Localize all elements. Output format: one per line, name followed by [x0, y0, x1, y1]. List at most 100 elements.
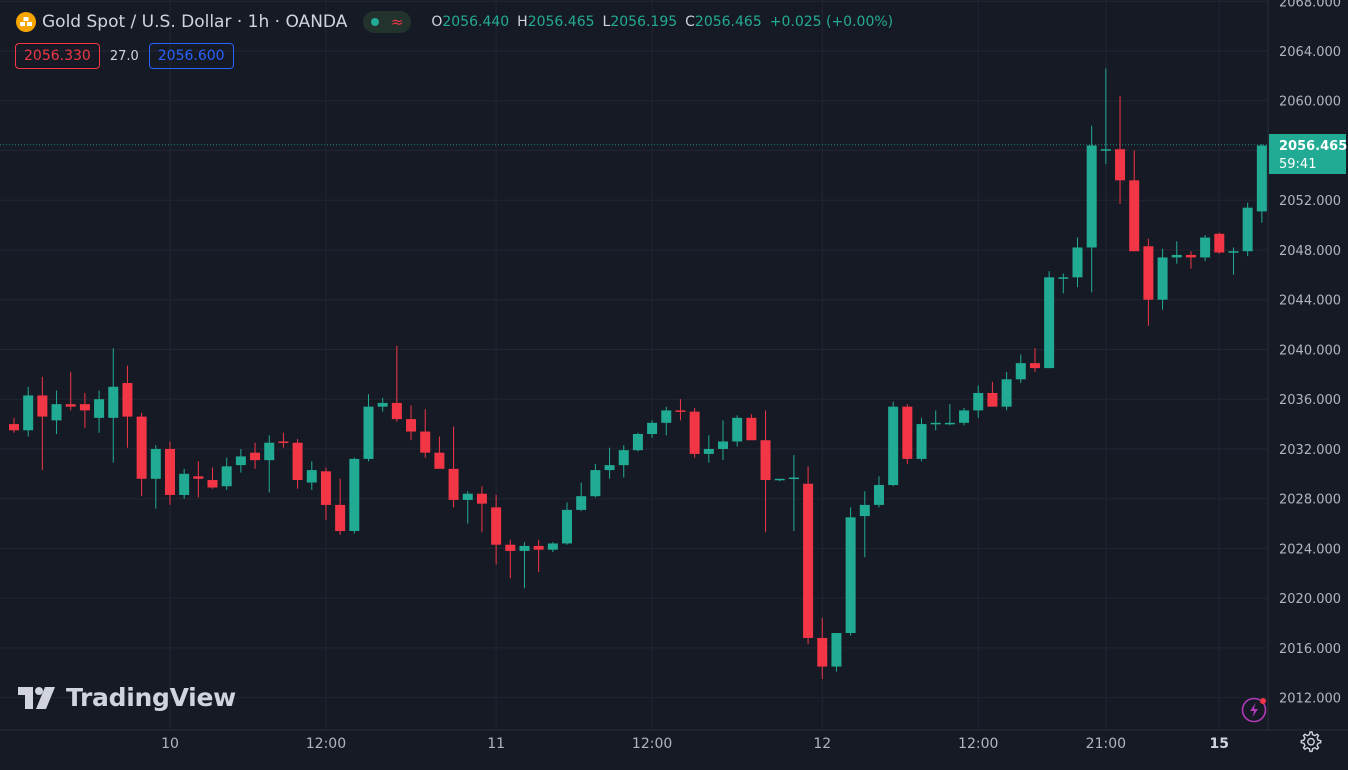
candle[interactable]	[576, 482, 587, 512]
candle[interactable]	[732, 415, 743, 447]
candle[interactable]	[335, 478, 346, 535]
candle[interactable]	[23, 386, 34, 437]
candle[interactable]	[888, 401, 899, 487]
candle[interactable]	[264, 435, 275, 493]
candle[interactable]	[661, 406, 672, 436]
candle[interactable]	[675, 399, 686, 421]
candle[interactable]	[1029, 348, 1040, 372]
candle[interactable]	[1129, 150, 1140, 252]
candle[interactable]	[760, 410, 771, 533]
candle[interactable]	[859, 491, 870, 558]
candle[interactable]	[533, 539, 544, 573]
lightning-alert-icon[interactable]	[1241, 697, 1267, 723]
sell-button[interactable]: 2056.330	[15, 43, 100, 69]
candle[interactable]	[973, 385, 984, 418]
candle[interactable]	[79, 392, 90, 428]
candle[interactable]	[320, 467, 331, 520]
candle[interactable]	[1185, 251, 1196, 269]
settings-gear-icon[interactable]	[1300, 731, 1322, 753]
candle[interactable]	[221, 457, 232, 490]
candle[interactable]	[150, 445, 161, 509]
candle[interactable]	[306, 461, 317, 490]
candle[interactable]	[944, 404, 955, 426]
candle[interactable]	[51, 390, 62, 435]
candle[interactable]	[278, 432, 289, 448]
candle[interactable]	[420, 409, 431, 458]
candle[interactable]	[434, 436, 445, 469]
x-tick-label: 12:00	[306, 736, 346, 752]
candle[interactable]	[136, 412, 147, 497]
candle[interactable]	[774, 478, 785, 482]
candle[interactable]	[9, 417, 19, 433]
candle[interactable]	[1086, 125, 1097, 293]
candle[interactable]	[788, 455, 799, 532]
candle[interactable]	[689, 407, 700, 458]
candle[interactable]	[235, 448, 246, 473]
candle[interactable]	[604, 447, 615, 479]
market-status-pill[interactable]: ≈	[363, 11, 412, 33]
candle[interactable]	[916, 417, 927, 462]
candle[interactable]	[1044, 271, 1055, 369]
candle[interactable]	[391, 345, 402, 422]
candle[interactable]	[1242, 202, 1253, 257]
candle[interactable]	[65, 371, 76, 411]
y-tick-label: 2048.000	[1279, 244, 1341, 259]
candle[interactable]	[349, 457, 360, 534]
candle[interactable]	[108, 348, 119, 463]
candle[interactable]	[1200, 235, 1211, 262]
candle[interactable]	[1214, 232, 1225, 254]
candle[interactable]	[164, 441, 175, 505]
candle[interactable]	[817, 618, 828, 680]
candle[interactable]	[930, 410, 941, 431]
candle[interactable]	[505, 539, 516, 579]
candle[interactable]	[207, 467, 218, 489]
candle[interactable]	[1072, 237, 1083, 288]
candle[interactable]	[491, 494, 502, 565]
candle[interactable]	[519, 542, 530, 589]
candle[interactable]	[448, 426, 459, 508]
candle[interactable]	[803, 466, 814, 645]
candle[interactable]	[959, 407, 970, 426]
candle[interactable]	[1157, 248, 1168, 310]
candle[interactable]	[845, 507, 856, 636]
candle[interactable]	[703, 435, 714, 463]
candle[interactable]	[632, 432, 643, 452]
candle[interactable]	[590, 463, 601, 498]
candle-body	[533, 545, 544, 550]
buy-button[interactable]: 2056.600	[148, 43, 234, 69]
candle[interactable]	[1228, 247, 1239, 275]
candle[interactable]	[831, 632, 842, 672]
candle[interactable]	[1115, 95, 1126, 204]
candle[interactable]	[406, 405, 417, 441]
candle[interactable]	[37, 376, 48, 471]
candle[interactable]	[250, 442, 261, 469]
candle[interactable]	[1058, 273, 1069, 294]
candle[interactable]	[1171, 241, 1182, 264]
candle[interactable]	[122, 365, 133, 448]
candle[interactable]	[873, 476, 884, 508]
symbol-title[interactable]: Gold Spot / U.S. Dollar · 1h · OANDA	[42, 12, 348, 32]
candle[interactable]	[1100, 68, 1111, 165]
candle[interactable]	[94, 390, 105, 433]
candle[interactable]	[746, 414, 757, 441]
candle[interactable]	[547, 542, 558, 553]
candle[interactable]	[1143, 238, 1154, 326]
candle[interactable]	[718, 420, 728, 461]
candle[interactable]	[363, 394, 374, 462]
candle[interactable]	[377, 397, 388, 412]
candle[interactable]	[902, 404, 913, 464]
candle[interactable]	[193, 461, 204, 498]
candle[interactable]	[1015, 354, 1026, 384]
candle[interactable]	[1001, 371, 1012, 411]
candle[interactable]	[562, 502, 573, 545]
candle[interactable]	[647, 420, 658, 438]
candle[interactable]	[292, 438, 303, 489]
candle[interactable]	[1256, 144, 1267, 223]
tradingview-logo[interactable]: TradingView	[18, 683, 236, 712]
candle[interactable]	[476, 486, 487, 533]
candle[interactable]	[987, 381, 998, 407]
candle[interactable]	[618, 445, 629, 478]
candle[interactable]	[179, 468, 190, 499]
candle[interactable]	[462, 491, 473, 524]
